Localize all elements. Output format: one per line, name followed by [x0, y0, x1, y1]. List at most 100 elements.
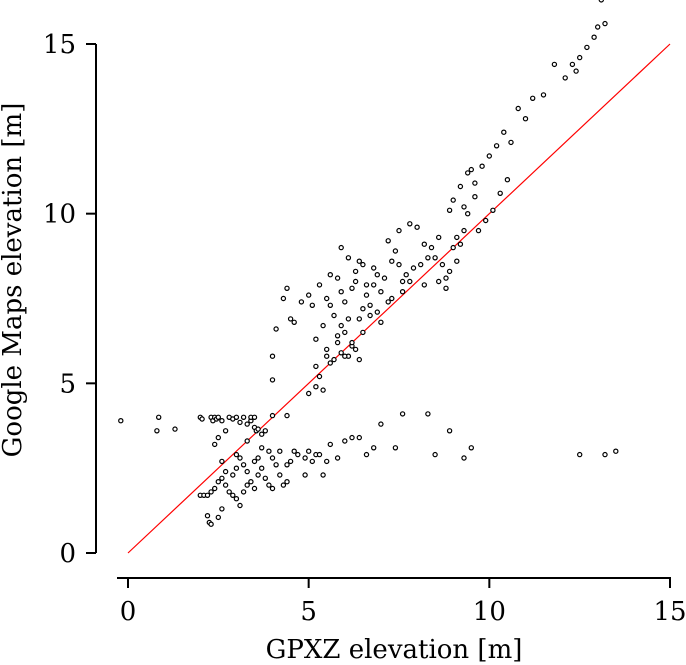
data-point	[324, 346, 330, 353]
data-point	[349, 285, 355, 291]
data-point	[595, 24, 601, 30]
data-point	[230, 472, 236, 478]
data-point	[280, 482, 287, 488]
data-point	[465, 170, 471, 176]
data-point	[284, 285, 290, 291]
data-point	[457, 183, 464, 190]
data-point	[410, 265, 417, 271]
data-point	[240, 489, 247, 495]
data-point	[443, 285, 449, 291]
data-point	[475, 227, 482, 234]
data-point	[316, 282, 323, 288]
data-point	[334, 339, 341, 346]
data-point	[450, 197, 456, 203]
data-point	[584, 44, 590, 51]
data-point	[443, 275, 449, 281]
data-point	[302, 455, 308, 461]
data-point	[342, 329, 348, 336]
data-point	[371, 445, 377, 451]
x-axis-label: GPXZ elevation [m]	[266, 635, 523, 665]
data-point	[237, 455, 243, 461]
data-point	[479, 163, 485, 169]
data-point	[371, 282, 377, 288]
data-point	[573, 68, 579, 74]
data-point	[360, 329, 366, 336]
data-point	[251, 414, 258, 420]
data-point	[251, 458, 258, 465]
data-point	[306, 292, 312, 298]
data-point	[172, 426, 178, 432]
data-point	[316, 451, 323, 458]
data-point	[269, 485, 276, 492]
data-point	[295, 451, 301, 458]
data-point	[331, 356, 337, 363]
data-point	[269, 455, 276, 461]
data-point	[255, 472, 261, 478]
data-point	[436, 234, 442, 241]
data-point	[461, 204, 467, 210]
data-point	[352, 268, 359, 275]
data-point	[374, 309, 380, 315]
data-point	[465, 210, 471, 217]
y-axis-label: Google Maps elevation [m]	[0, 103, 28, 458]
data-point	[219, 475, 225, 481]
data-point	[327, 272, 333, 278]
data-point	[215, 414, 221, 420]
data-point	[233, 451, 240, 458]
data-point	[407, 278, 413, 285]
data-point	[418, 261, 424, 268]
data-point	[360, 261, 366, 268]
data-point	[204, 492, 211, 498]
data-point	[266, 482, 272, 488]
data-point	[356, 356, 362, 363]
data-point	[334, 275, 341, 281]
data-point	[389, 258, 395, 264]
data-point	[392, 248, 399, 254]
data-point	[306, 390, 312, 397]
identity-reference-line	[127, 43, 671, 554]
data-point	[298, 299, 305, 305]
data-point	[118, 418, 124, 424]
data-point	[367, 312, 373, 319]
data-point	[483, 217, 489, 224]
data-point	[259, 445, 265, 451]
data-point	[504, 176, 511, 183]
data-point	[446, 207, 453, 213]
data-point	[215, 479, 221, 485]
data-point	[277, 448, 283, 454]
data-point	[446, 428, 453, 434]
data-point	[273, 462, 279, 468]
data-point	[284, 479, 290, 485]
data-point	[381, 275, 388, 281]
data-point	[432, 451, 438, 458]
data-point	[237, 419, 243, 426]
data-point	[421, 282, 427, 288]
data-point	[259, 431, 265, 437]
data-point	[226, 489, 232, 495]
y-tick-label: 5	[59, 369, 76, 399]
data-point	[316, 373, 323, 380]
data-point	[378, 319, 384, 325]
data-point	[334, 455, 341, 461]
data-point	[472, 180, 478, 186]
data-point	[334, 333, 341, 339]
data-point	[208, 489, 214, 495]
data-point	[338, 350, 344, 356]
data-point	[262, 475, 268, 481]
data-point	[324, 458, 330, 465]
data-point	[313, 384, 319, 390]
data-point	[396, 227, 402, 234]
data-point	[349, 339, 355, 346]
data-point	[551, 61, 558, 68]
data-point	[266, 448, 272, 454]
data-point	[356, 434, 362, 441]
data-point	[613, 448, 619, 454]
data-point	[454, 234, 460, 241]
data-point	[222, 428, 229, 434]
data-point	[399, 278, 406, 285]
data-point	[414, 224, 420, 230]
x-tick-label: 15	[653, 597, 686, 627]
data-point	[461, 227, 467, 234]
data-point	[284, 412, 290, 419]
